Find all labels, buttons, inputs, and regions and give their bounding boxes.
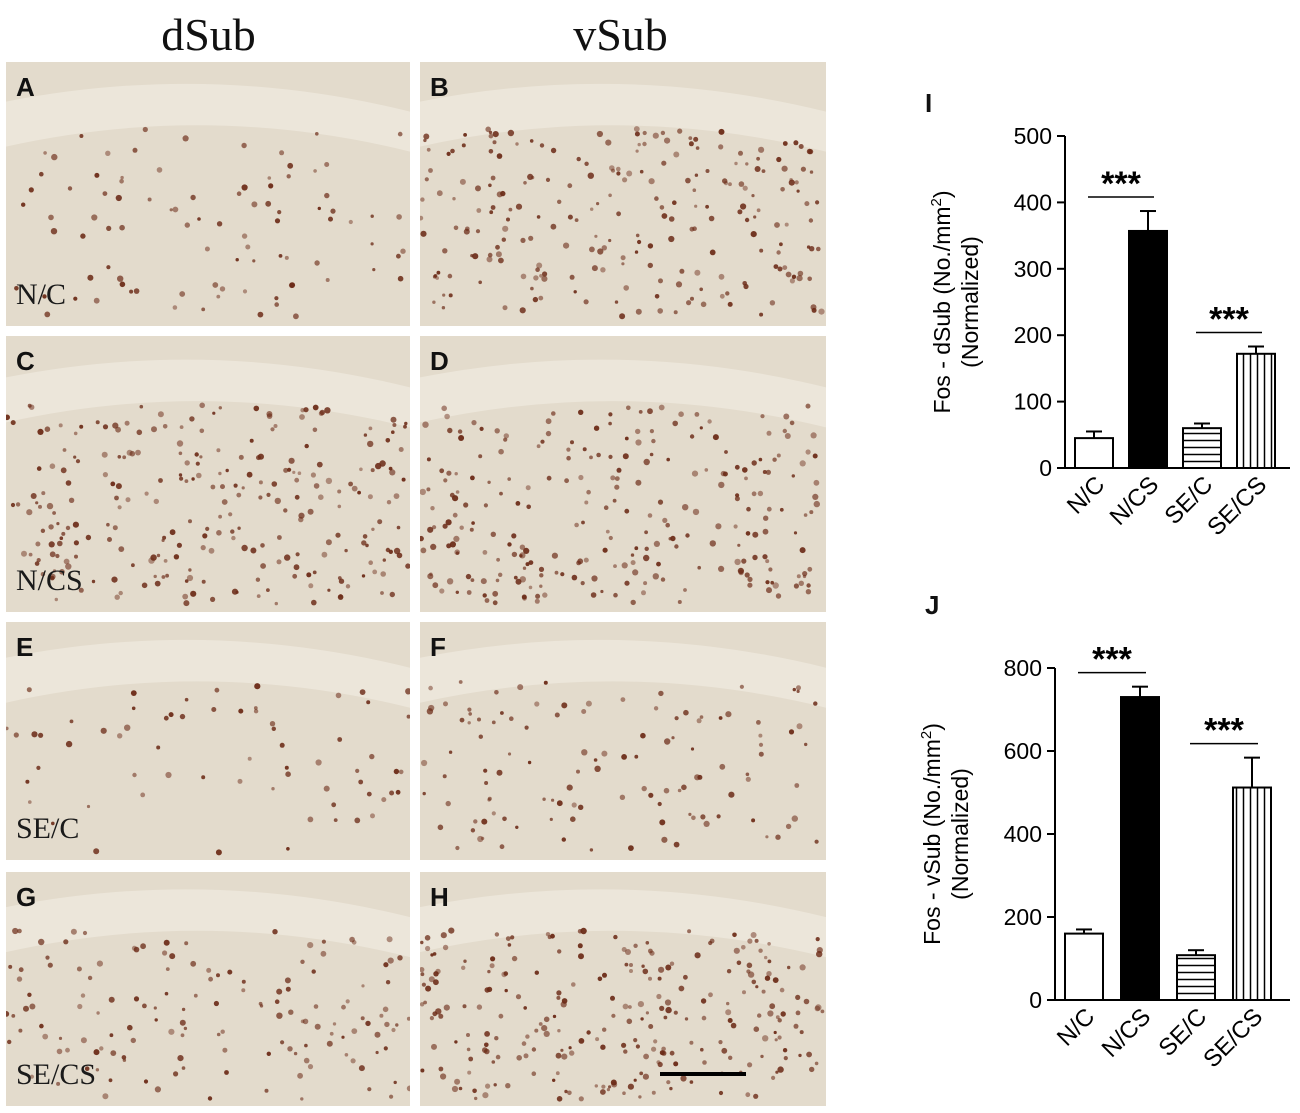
bar-n-cs xyxy=(1128,229,1168,469)
x-tick-label: N/CS xyxy=(1097,1003,1157,1063)
micrograph-panel-a: A N/C xyxy=(6,62,410,326)
bar-se-c xyxy=(1182,427,1222,470)
y-tick-label: 100 xyxy=(1014,389,1052,415)
column-title-dsub: dSub xyxy=(161,9,256,60)
x-tick-label: N/CS xyxy=(1105,471,1165,531)
y-axis-label: Fos - dSub (No./mm2) xyxy=(928,190,955,413)
y-tick-label: 0 xyxy=(1039,455,1052,481)
y-tick-label: 0 xyxy=(1029,987,1042,1013)
micrograph-image xyxy=(6,889,410,1101)
condition-label: SE/CS xyxy=(16,1058,97,1091)
micrograph-image xyxy=(6,639,410,856)
micrograph-panel-f: F xyxy=(420,622,826,860)
bar-se-cs xyxy=(1236,352,1276,469)
bar-se-cs xyxy=(1232,786,1272,1002)
y-tick-label: 400 xyxy=(1004,821,1042,847)
panel-label-b: B xyxy=(430,72,449,102)
y-tick-label: 200 xyxy=(1014,322,1052,348)
y-tick-label: 500 xyxy=(1014,123,1052,149)
column-title-vsub: vSub xyxy=(573,9,668,60)
bar-n-cs xyxy=(1120,696,1160,1001)
significance-marker: *** xyxy=(1101,165,1141,203)
x-tick-label: SE/CS xyxy=(1202,471,1272,541)
y-axis-label-normalized: (Normalized) xyxy=(957,236,983,368)
y-tick-label: 200 xyxy=(1004,904,1042,930)
y-axis-label: Fos - vSub (No./mm2) xyxy=(918,723,945,945)
significance-marker: *** xyxy=(1092,641,1132,679)
condition-label: N/CS xyxy=(16,564,83,597)
chart-i-label: I xyxy=(925,88,933,118)
micrograph-image xyxy=(420,889,826,1102)
panel-label-e: E xyxy=(16,632,34,662)
micrograph-image xyxy=(420,83,826,320)
micrograph-image xyxy=(6,359,410,607)
micrograph-panel-e: E SE/C xyxy=(6,622,410,860)
x-tick-label: N/C xyxy=(1062,471,1110,519)
panel-label-f: F xyxy=(430,632,446,662)
micrograph-image xyxy=(6,83,410,320)
bar-n-c xyxy=(1074,437,1114,469)
y-tick-label: 800 xyxy=(1004,655,1042,681)
scale-bar xyxy=(660,1072,746,1076)
y-axis-label-normalized: (Normalized) xyxy=(947,768,973,900)
bar-se-c xyxy=(1176,954,1216,1001)
micrograph-image xyxy=(420,639,826,852)
significance-marker: *** xyxy=(1209,300,1249,338)
bar-n-c xyxy=(1064,932,1104,1001)
chart-j-label: J xyxy=(925,590,940,620)
micrograph-panel-h: H xyxy=(420,872,826,1106)
panel-label-h: H xyxy=(430,882,449,912)
significance-marker: *** xyxy=(1204,712,1244,750)
condition-label: SE/C xyxy=(16,812,80,845)
condition-label: N/C xyxy=(16,278,67,311)
x-tick-label: SE/CS xyxy=(1198,1003,1268,1073)
micrograph-panel-g: G SE/CS xyxy=(6,872,410,1106)
micrograph-panel-c: C N/CS xyxy=(6,336,410,612)
y-tick-label: 600 xyxy=(1004,738,1042,764)
panel-label-c: C xyxy=(16,346,35,376)
y-tick-label: 300 xyxy=(1014,256,1052,282)
y-tick-label: 400 xyxy=(1014,189,1052,215)
panel-label-a: A xyxy=(16,72,35,102)
panel-label-d: D xyxy=(430,346,449,376)
micrograph-panel-b: B xyxy=(420,62,826,326)
micrograph-image xyxy=(420,359,826,606)
x-tick-label: N/C xyxy=(1052,1003,1100,1051)
micrograph-panel-d: D xyxy=(420,336,826,612)
panel-label-g: G xyxy=(16,882,37,912)
